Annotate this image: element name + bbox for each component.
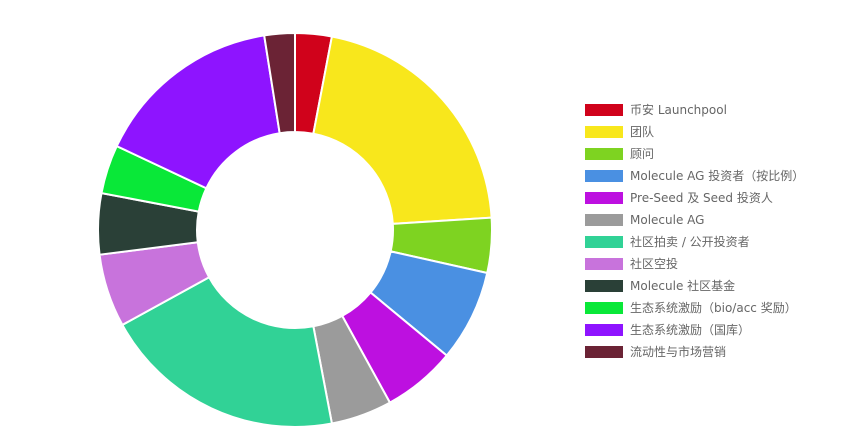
legend-swatch — [585, 192, 623, 204]
legend-item-6[interactable]: Molecule AG — [585, 209, 804, 231]
legend-item-2[interactable]: 团队 — [585, 121, 804, 143]
legend-swatch — [585, 236, 623, 248]
legend-swatch — [585, 126, 623, 138]
legend-item-3[interactable]: 顾问 — [585, 143, 804, 165]
segment-7[interactable] — [121, 275, 334, 428]
legend-swatch — [585, 346, 623, 358]
legend-label: 顾问 — [630, 147, 655, 161]
legend-label: 团队 — [630, 125, 655, 139]
legend-item-1[interactable]: 币安 Launchpool — [585, 99, 804, 121]
legend-label: Molecule 社区基金 — [630, 279, 736, 293]
legend-item-10[interactable]: 生态系统激励（bio/acc 奖励） — [585, 297, 804, 319]
legend-label: Pre-Seed 及 Seed 投资人 — [630, 191, 773, 205]
legend-label: 生态系统激励（bio/acc 奖励） — [630, 301, 797, 315]
legend-item-12[interactable]: 流动性与市场营销 — [585, 341, 804, 363]
legend-item-4[interactable]: Molecule AG 投资者（按比例） — [585, 165, 804, 187]
legend-swatch — [585, 324, 623, 336]
legend-label: 社区空投 — [630, 257, 679, 271]
doughnut-segments — [97, 31, 493, 428]
legend-swatch — [585, 148, 623, 160]
legend-label: 生态系统激励（国库） — [630, 323, 751, 337]
legend-label: 币安 Launchpool — [630, 103, 727, 117]
legend-swatch — [585, 302, 623, 314]
legend-swatch — [585, 258, 623, 270]
segment-12[interactable] — [263, 31, 296, 135]
legend-item-9[interactable]: Molecule 社区基金 — [585, 275, 804, 297]
legend-label: Molecule AG — [630, 213, 705, 227]
legend-item-7[interactable]: 社区拍卖 / 公开投资者 — [585, 231, 804, 253]
legend-swatch — [585, 170, 623, 182]
chart-legend: 币安 Launchpool 团队顾问 Molecule AG 投资者（按比例） Pre… — [585, 99, 804, 363]
legend-swatch — [585, 214, 623, 226]
legend-item-11[interactable]: 生态系统激励（国库） — [585, 319, 804, 341]
legend-label: Molecule AG 投资者（按比例） — [630, 169, 805, 183]
legend-item-8[interactable]: 社区空投 — [585, 253, 804, 275]
legend-item-5[interactable]: Pre-Seed 及 Seed 投资人 — [585, 187, 804, 209]
legend-swatch — [585, 104, 623, 116]
segment-11[interactable] — [115, 34, 281, 190]
legend-label: 社区拍卖 / 公开投资者 — [630, 235, 750, 249]
legend-swatch — [585, 280, 623, 292]
segment-2[interactable] — [312, 35, 493, 225]
legend-label: 流动性与市场营销 — [630, 345, 727, 359]
